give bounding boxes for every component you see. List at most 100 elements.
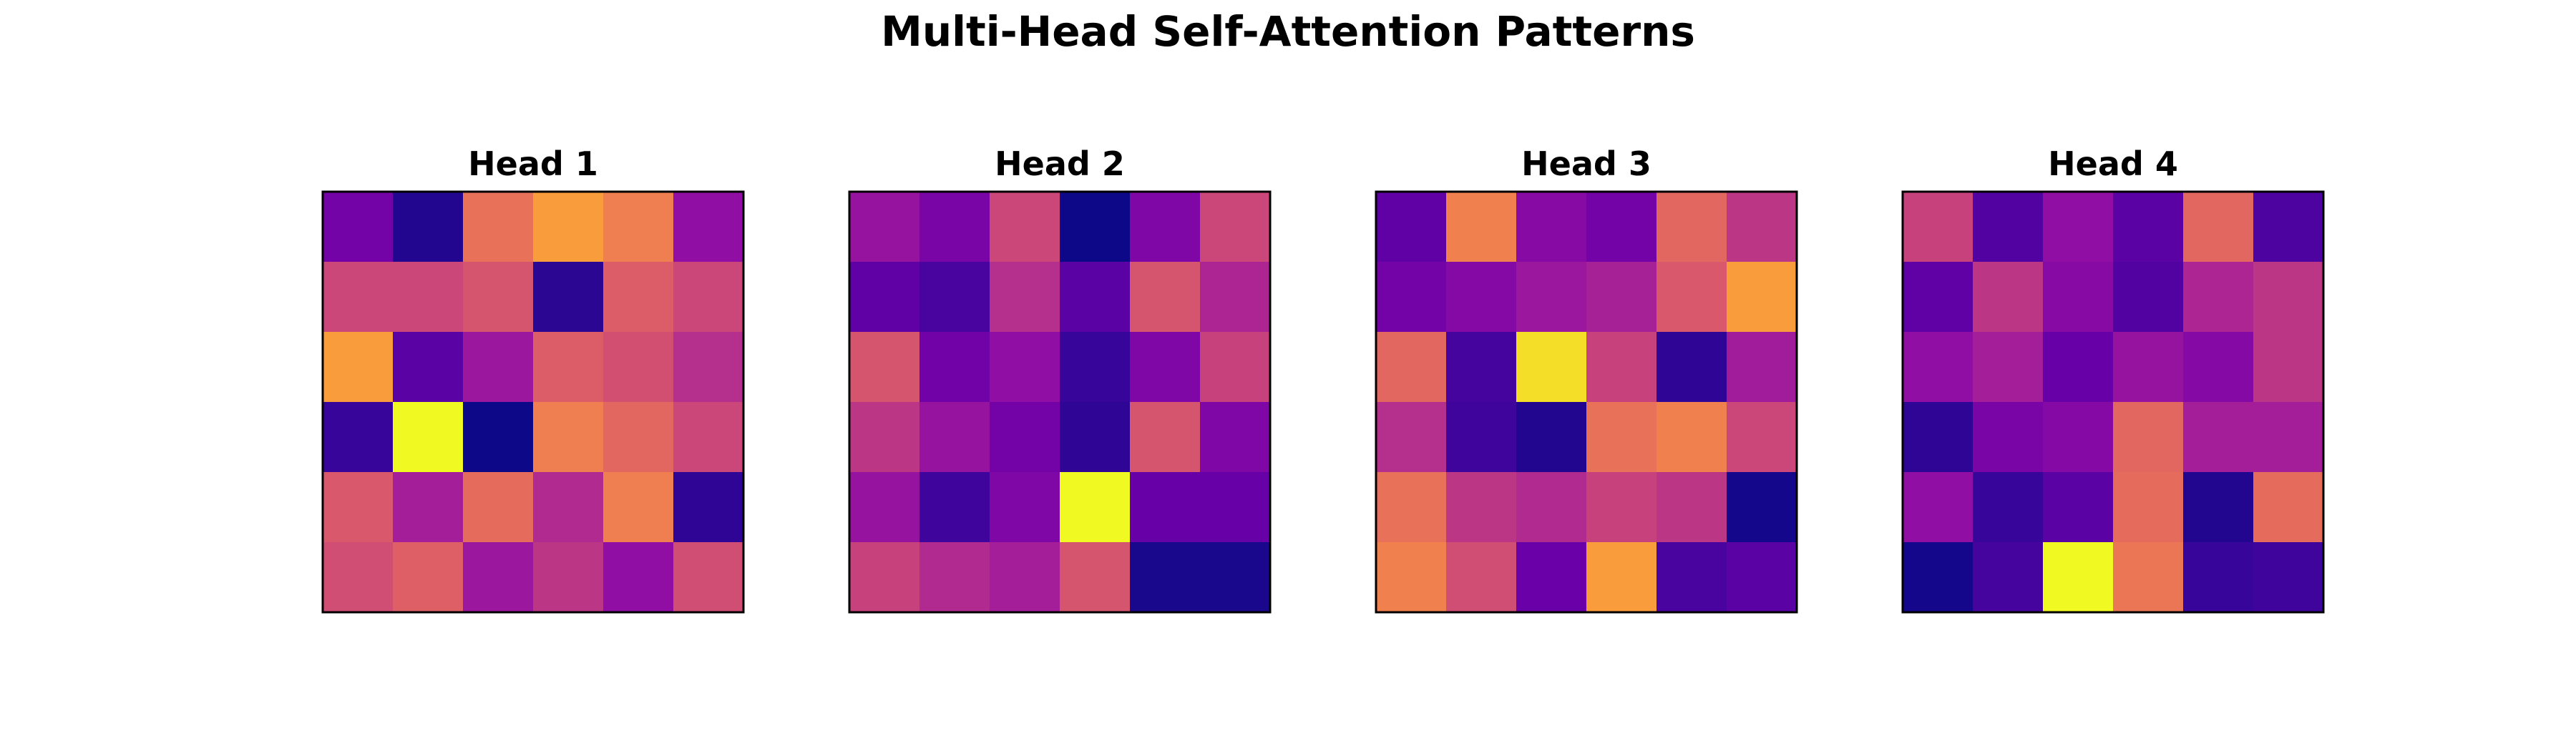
heatmap-cell-r0-c1 (393, 192, 464, 262)
heatmap-cell-r0-c1 (1973, 192, 2044, 262)
heatmap-cell-r4-c4 (603, 472, 674, 543)
heatmap-cell-r2-c2 (990, 332, 1060, 403)
heatmap-cell-r1-c4 (603, 262, 674, 333)
heatmap-cell-r0-c2 (1516, 192, 1587, 262)
heatmap-cell-r0-c4 (603, 192, 674, 262)
heatmap-cell-r5-c2 (463, 542, 534, 613)
heatmap-cell-r5-c4 (603, 542, 674, 613)
heatmap-cell-r3-c5 (2253, 402, 2324, 473)
heatmap-cell-r1-c2 (1516, 262, 1587, 333)
heatmap-panel-head-3: Head 3 (1375, 144, 1798, 614)
heatmap-cell-r3-c2 (463, 402, 534, 473)
heatmap-cell-r5-c0 (849, 542, 920, 613)
heatmap-cell-r5-c2 (990, 542, 1060, 613)
heatmap-panel-head-2: Head 2 (848, 144, 1272, 614)
heatmap-cell-r1-c2 (990, 262, 1060, 333)
heatmap-cell-r1-c1 (393, 262, 464, 333)
heatmap-cell-r2-c3 (1060, 332, 1131, 403)
heatmap-cell-r4-c1 (1446, 472, 1517, 543)
heatmap-cell-r1-c5 (673, 262, 744, 333)
heatmap-cell-r1-c5 (1727, 262, 1797, 333)
heatmap-cell-r4-c3 (533, 472, 604, 543)
heatmap-cell-r3-c0 (1903, 402, 1974, 473)
heatmap-cell-r5-c3 (2113, 542, 2184, 613)
heatmap-cell-r1-c3 (1060, 262, 1131, 333)
heatmap-cell-r0-c4 (1130, 192, 1201, 262)
heatmap-cell-r2-c1 (1973, 332, 2044, 403)
heatmap-frame (321, 190, 745, 614)
heatmap-cell-r3-c3 (533, 402, 604, 473)
heatmap-cell-r4-c0 (323, 472, 394, 543)
heatmap-cell-r3-c5 (1727, 402, 1797, 473)
heatmap-cell-r2-c4 (603, 332, 674, 403)
heatmap-cell-r4-c2 (2043, 472, 2114, 543)
heatmap-cell-r2-c5 (1200, 332, 1271, 403)
heatmap-cell-r4-c2 (990, 472, 1060, 543)
heatmap-cell-r4-c0 (1376, 472, 1447, 543)
heatmap-cell-r4-c5 (1727, 472, 1797, 543)
heatmap-cell-r5-c1 (393, 542, 464, 613)
heatmap-title: Head 4 (2048, 144, 2178, 183)
heatmap-cell-r4-c2 (1516, 472, 1587, 543)
heatmap-cell-r1-c3 (533, 262, 604, 333)
heatmap-cell-r3-c1 (393, 402, 464, 473)
heatmap-cell-r2-c5 (1727, 332, 1797, 403)
heatmap-cell-r2-c5 (2253, 332, 2324, 403)
heatmap-cell-r2-c3 (1586, 332, 1657, 403)
heatmap-cell-r0-c3 (1586, 192, 1657, 262)
heatmap-cell-r4-c1 (919, 472, 990, 543)
heatmap-cell-r0-c5 (1727, 192, 1797, 262)
heatmap-cell-r0-c2 (2043, 192, 2114, 262)
heatmap-cell-r3-c4 (1130, 402, 1201, 473)
heatmap-cell-r3-c1 (1446, 402, 1517, 473)
heatmap-cell-r4-c4 (1130, 472, 1201, 543)
heatmap-cell-r5-c5 (1200, 542, 1271, 613)
heatmap-frame (1375, 190, 1798, 614)
heatmap-cell-r2-c0 (323, 332, 394, 403)
heatmap-cell-r4-c3 (2113, 472, 2184, 543)
heatmap-cell-r1-c0 (849, 262, 920, 333)
heatmap-cell-r1-c0 (1376, 262, 1447, 333)
heatmap-cell-r0-c5 (673, 192, 744, 262)
heatmap-cell-r0-c5 (2253, 192, 2324, 262)
heatmap-cell-r5-c2 (2043, 542, 2114, 613)
heatmap-cell-r5-c5 (2253, 542, 2324, 613)
heatmap-cells (1903, 192, 2324, 613)
heatmap-cell-r4-c0 (849, 472, 920, 543)
heatmap-cell-r2-c4 (1657, 332, 1727, 403)
heatmap-cell-r2-c0 (1903, 332, 1974, 403)
heatmap-cell-r3-c4 (1657, 402, 1727, 473)
heatmap-cell-r4-c5 (673, 472, 744, 543)
heatmap-cell-r3-c2 (1516, 402, 1587, 473)
heatmap-cell-r0-c4 (1657, 192, 1727, 262)
heatmap-cell-r2-c2 (1516, 332, 1587, 403)
heatmap-cell-r4-c0 (1903, 472, 1974, 543)
heatmap-cell-r2-c3 (2113, 332, 2184, 403)
heatmap-cell-r5-c3 (1586, 542, 1657, 613)
heatmap-cell-r2-c1 (1446, 332, 1517, 403)
heatmap-cell-r5-c2 (1516, 542, 1587, 613)
heatmap-cell-r4-c4 (1657, 472, 1727, 543)
heatmap-cell-r1-c0 (1903, 262, 1974, 333)
heatmap-cell-r1-c3 (2113, 262, 2184, 333)
heatmap-panel-head-4: Head 4 (1901, 144, 2325, 614)
heatmap-title: Head 3 (1521, 144, 1652, 183)
heatmap-cell-r0-c3 (2113, 192, 2184, 262)
heatmap-cell-r3-c3 (1586, 402, 1657, 473)
heatmap-cell-r3-c1 (1973, 402, 2044, 473)
heatmap-cell-r5-c5 (673, 542, 744, 613)
heatmap-cell-r0-c4 (2183, 192, 2254, 262)
heatmap-cell-r5-c0 (1376, 542, 1447, 613)
heatmap-cell-r2-c1 (393, 332, 464, 403)
heatmap-cell-r0-c0 (1903, 192, 1974, 262)
heatmap-cell-r1-c4 (2183, 262, 2254, 333)
heatmap-cell-r1-c0 (323, 262, 394, 333)
heatmap-cell-r5-c1 (919, 542, 990, 613)
heatmap-cell-r5-c0 (1903, 542, 1974, 613)
heatmap-cell-r2-c5 (673, 332, 744, 403)
heatmap-cell-r2-c0 (849, 332, 920, 403)
heatmap-cell-r3-c0 (1376, 402, 1447, 473)
heatmap-cell-r4-c3 (1586, 472, 1657, 543)
heatmap-cell-r1-c1 (1446, 262, 1517, 333)
